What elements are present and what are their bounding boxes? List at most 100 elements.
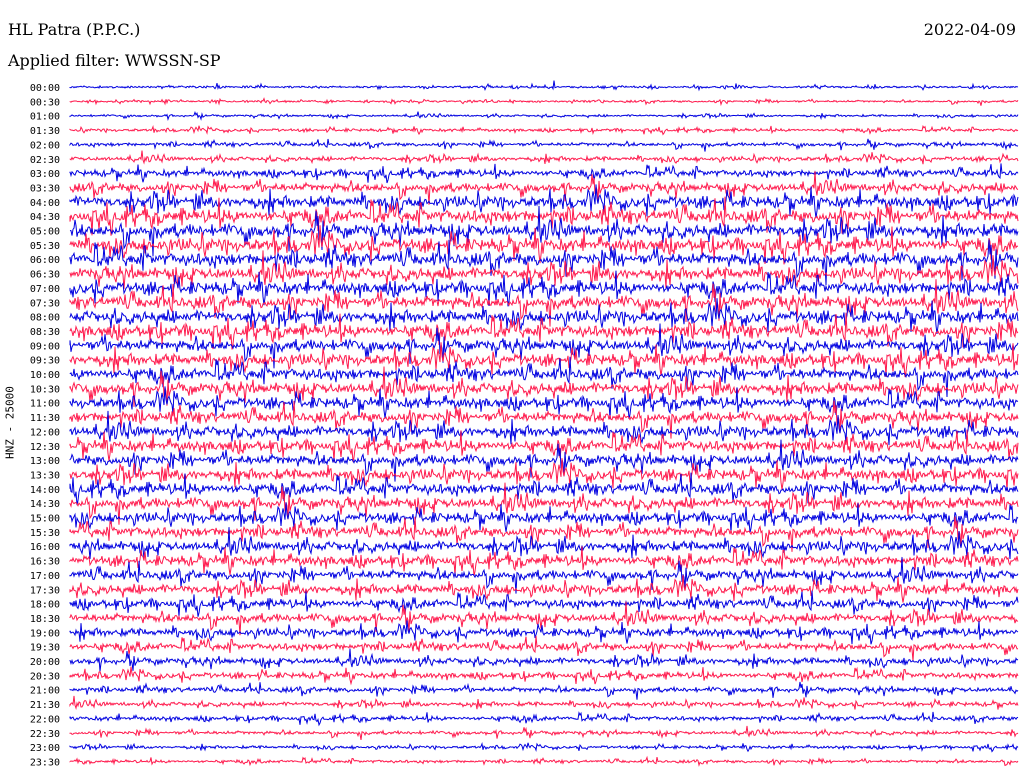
trace-row xyxy=(69,196,1019,236)
row-time-label: 06:00 xyxy=(30,255,60,266)
trace-row xyxy=(69,270,1019,307)
trace-row xyxy=(69,635,1019,662)
row-time-label: 22:00 xyxy=(30,714,60,725)
trace-row xyxy=(69,250,1019,290)
trace-row xyxy=(69,516,1019,552)
row-time-label: 14:00 xyxy=(30,485,60,496)
row-time-label: 23:00 xyxy=(30,743,60,754)
trace-row xyxy=(69,150,1019,165)
trace-row xyxy=(69,80,1019,92)
date-label: 2022-04-09 xyxy=(923,20,1016,39)
trace-row xyxy=(69,110,1019,122)
row-time-label: 12:30 xyxy=(30,442,60,453)
trace-row xyxy=(69,458,1019,491)
row-time-label: 20:00 xyxy=(30,657,60,668)
trace-row xyxy=(69,527,1019,560)
trace-row xyxy=(69,429,1019,463)
trace-row xyxy=(69,312,1019,350)
trace-row xyxy=(69,184,1019,219)
row-time-label: 08:00 xyxy=(30,313,60,324)
station-title: HL Patra (P.P.C.) xyxy=(8,20,141,39)
row-time-label: 13:00 xyxy=(30,456,60,467)
trace-row xyxy=(69,590,1019,617)
trace-row xyxy=(69,279,1019,327)
trace-row xyxy=(69,410,1019,446)
trace-row xyxy=(69,725,1019,740)
row-time-label: 03:00 xyxy=(30,169,60,180)
trace-row xyxy=(69,205,1019,257)
trace-row xyxy=(69,366,1019,407)
row-time-label: 04:00 xyxy=(30,198,60,209)
row-time-label: 00:00 xyxy=(30,83,60,94)
trace-row xyxy=(69,124,1019,136)
row-time-label: 16:00 xyxy=(30,542,60,553)
trace-row xyxy=(69,400,1019,439)
trace-row xyxy=(69,239,1019,286)
row-time-label: 19:30 xyxy=(30,643,60,654)
row-time-label: 23:30 xyxy=(30,757,60,768)
trace-row xyxy=(69,666,1019,686)
trace-row xyxy=(69,648,1019,672)
row-time-label: 17:30 xyxy=(30,585,60,596)
trace-row xyxy=(69,601,1019,636)
trace-row xyxy=(69,342,1019,378)
row-time-label: 09:30 xyxy=(30,356,60,367)
trace-row xyxy=(69,298,1019,334)
row-time-label: 02:00 xyxy=(30,140,60,151)
trace-row xyxy=(69,138,1019,152)
row-time-label: 11:30 xyxy=(30,413,60,424)
row-time-label: 17:00 xyxy=(30,571,60,582)
trace-row xyxy=(69,681,1019,700)
row-time-label: 21:00 xyxy=(30,686,60,697)
trace-row xyxy=(69,711,1019,727)
row-time-label: 06:30 xyxy=(30,270,60,281)
row-time-label: 05:00 xyxy=(30,227,60,238)
trace-row xyxy=(69,386,1019,420)
row-time-label: 10:30 xyxy=(30,384,60,395)
row-time-label: 05:30 xyxy=(30,241,60,252)
row-time-label: 14:30 xyxy=(30,499,60,510)
row-time-label: 19:00 xyxy=(30,628,60,639)
trace-row xyxy=(69,546,1019,576)
trace-row xyxy=(69,163,1019,184)
trace-row xyxy=(69,97,1019,107)
row-time-label: 09:00 xyxy=(30,341,60,352)
trace-row xyxy=(69,439,1019,482)
row-time-label: 13:30 xyxy=(30,470,60,481)
row-time-label: 03:30 xyxy=(30,183,60,194)
trace-row xyxy=(69,620,1019,645)
row-time-label: 02:30 xyxy=(30,155,60,166)
row-time-label: 07:30 xyxy=(30,298,60,309)
trace-row xyxy=(69,557,1019,594)
row-time-label: 01:30 xyxy=(30,126,60,137)
trace-row xyxy=(69,225,1019,265)
filter-label: Applied filter: WWSSN-SP xyxy=(8,51,221,70)
trace-row xyxy=(69,482,1019,525)
trace-row xyxy=(69,741,1019,753)
row-time-label: 21:30 xyxy=(30,700,60,711)
row-time-label: 08:30 xyxy=(30,327,60,338)
row-time-label: 18:30 xyxy=(30,614,60,625)
row-time-label: 15:00 xyxy=(30,514,60,525)
row-time-label: 10:00 xyxy=(30,370,60,381)
row-time-label: 11:00 xyxy=(30,399,60,410)
trace-row xyxy=(69,502,1019,533)
trace-row xyxy=(69,575,1019,603)
row-time-label: 04:30 xyxy=(30,212,60,223)
row-time-label: 00:30 xyxy=(30,97,60,108)
row-time-label: 16:30 xyxy=(30,557,60,568)
row-time-label: 20:30 xyxy=(30,671,60,682)
row-time-label: 22:30 xyxy=(30,729,60,740)
row-time-label: 15:30 xyxy=(30,528,60,539)
trace-row xyxy=(69,695,1019,710)
trace-row xyxy=(69,323,1019,369)
row-time-label: 01:00 xyxy=(30,112,60,123)
trace-row xyxy=(69,755,1019,767)
trace-row xyxy=(69,171,1019,205)
row-time-label: 07:00 xyxy=(30,284,60,295)
row-time-label: 12:00 xyxy=(30,427,60,438)
trace-row xyxy=(69,472,1019,506)
row-time-label: 18:00 xyxy=(30,600,60,611)
trace-row xyxy=(69,356,1019,398)
